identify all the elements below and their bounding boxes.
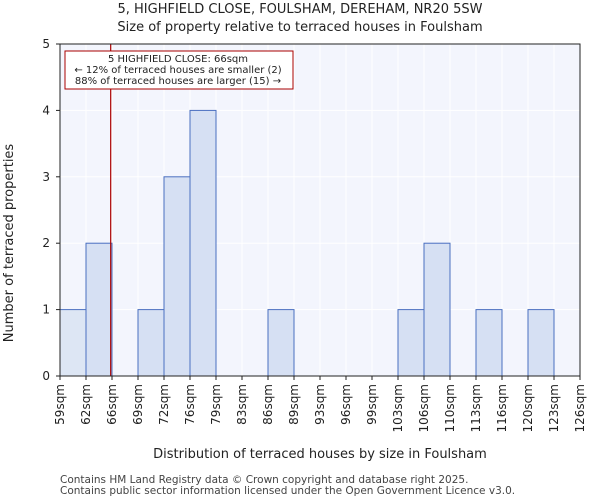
annotation-line-2: ← 12% of terraced houses are smaller (2) bbox=[74, 65, 281, 76]
x-ticks: 59sqm 62sqm 66sqm 69sqm 72sqm 76sqm 79sqm 83sqm… bbox=[53, 376, 587, 432]
bar-62sqm bbox=[85, 242, 113, 377]
x-tick-label: 103sqm bbox=[391, 384, 405, 432]
footer-licence: Contains public sector information licen… bbox=[60, 485, 516, 497]
x-tick-label: 110sqm bbox=[443, 384, 457, 432]
chart-title-address: 5, HIGHFIELD CLOSE, FOULSHAM, DEREHAM, N… bbox=[117, 2, 483, 17]
x-tick-label: 62sqm bbox=[79, 384, 93, 425]
x-tick-label: 72sqm bbox=[157, 384, 171, 425]
bar-86sqm bbox=[267, 309, 295, 377]
y-axis-label: Number of terraced properties bbox=[2, 144, 17, 343]
x-tick-label: 79sqm bbox=[209, 384, 223, 425]
y-ticks: 0 1 2 3 4 5 bbox=[42, 37, 60, 383]
y-tick-label: 2 bbox=[42, 236, 50, 250]
annotation-line-3: 88% of terraced houses are larger (15) → bbox=[75, 76, 281, 87]
annotation-line-1: 5 HIGHFIELD CLOSE: 66sqm bbox=[108, 54, 248, 65]
x-tick-label: 66sqm bbox=[105, 384, 119, 425]
y-tick-label: 0 bbox=[42, 369, 50, 383]
x-tick-label: 106sqm bbox=[417, 384, 431, 432]
x-tick-label: 59sqm bbox=[53, 384, 67, 425]
x-tick-label: 120sqm bbox=[521, 384, 535, 432]
bar-106sqm bbox=[423, 242, 451, 377]
x-tick-label: 76sqm bbox=[183, 384, 197, 425]
y-tick-label: 4 bbox=[42, 103, 50, 117]
x-tick-label: 96sqm bbox=[339, 384, 353, 425]
x-tick-label: 86sqm bbox=[261, 384, 275, 425]
x-tick-label: 93sqm bbox=[313, 384, 327, 425]
y-tick-label: 3 bbox=[42, 170, 50, 184]
x-tick-label: 69sqm bbox=[131, 384, 145, 425]
bar-69sqm bbox=[137, 309, 165, 377]
x-tick-label: 116sqm bbox=[495, 384, 509, 432]
bar-103sqm bbox=[397, 309, 425, 377]
annotation-box: 5 HIGHFIELD CLOSE: 66sqm ← 12% of terrac… bbox=[64, 50, 294, 90]
x-axis-label: Distribution of terraced houses by size … bbox=[153, 447, 487, 462]
x-tick-label: 83sqm bbox=[235, 384, 249, 425]
x-tick-label: 123sqm bbox=[547, 384, 561, 432]
annotation-frame bbox=[64, 50, 294, 90]
footer-copyright: Contains HM Land Registry data © Crown c… bbox=[60, 474, 469, 486]
x-tick-label: 126sqm bbox=[573, 384, 587, 432]
bar-72sqm bbox=[163, 176, 191, 377]
x-tick-label: 99sqm bbox=[365, 384, 379, 425]
bar-76sqm bbox=[189, 109, 217, 377]
y-tick-label: 5 bbox=[42, 37, 50, 51]
bar-120sqm bbox=[527, 309, 555, 377]
chart-title: Size of property relative to terraced ho… bbox=[117, 20, 483, 35]
x-tick-label: 113sqm bbox=[469, 384, 483, 432]
bar-113sqm bbox=[475, 309, 503, 377]
y-tick-label: 1 bbox=[42, 303, 50, 317]
x-tick-label: 89sqm bbox=[287, 384, 301, 425]
bars bbox=[59, 109, 555, 377]
bar-59sqm bbox=[59, 309, 87, 377]
